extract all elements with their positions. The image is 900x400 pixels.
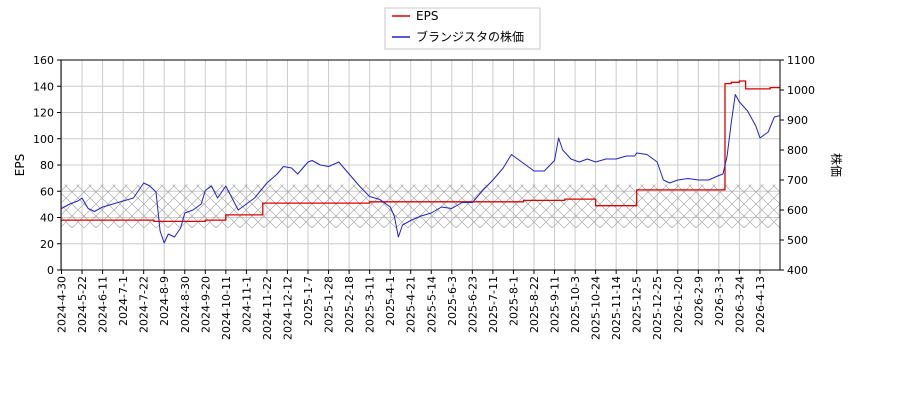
x-tick-label-34: 2026-4-13 <box>754 276 767 333</box>
right-tick-label-5: 900 <box>787 114 808 127</box>
x-tick-label-33: 2026-3-24 <box>733 276 746 333</box>
x-tick-label-27: 2025-11-14 <box>610 276 623 340</box>
x-tick-label-14: 2025-2-18 <box>343 276 356 333</box>
x-tick-label-18: 2025-5-14 <box>425 276 438 333</box>
x-tick-label-5: 2024-8-9 <box>158 276 171 326</box>
right-tick-label-2: 600 <box>787 204 808 217</box>
left-tick-label-4: 80 <box>40 159 54 172</box>
right-tick-label-1: 500 <box>787 234 808 247</box>
x-tick-label-8: 2024-10-11 <box>220 276 233 340</box>
x-tick-label-10: 2024-11-22 <box>261 276 274 340</box>
x-tick-label-3: 2024-7-1 <box>117 276 130 326</box>
x-tick-label-29: 2025-12-25 <box>651 276 664 340</box>
x-tick-label-22: 2025-8-1 <box>507 276 520 326</box>
right-tick-label-0: 400 <box>787 264 808 277</box>
right-tick-label-3: 700 <box>787 174 808 187</box>
x-tick-label-28: 2025-12-5 <box>631 276 644 333</box>
legend-box <box>384 7 541 50</box>
x-tick-label-32: 2026-3-3 <box>713 276 726 326</box>
series-line-1 <box>61 94 780 244</box>
x-tick-label-7: 2024-9-20 <box>199 276 212 333</box>
left-tick-label-7: 140 <box>33 80 54 93</box>
x-tick-label-2: 2024-6-11 <box>97 276 110 333</box>
left-tick-label-8: 160 <box>33 54 54 67</box>
x-tick-label-21: 2025-7-11 <box>487 276 500 333</box>
right-tick-label-4: 800 <box>787 144 808 157</box>
left-axis-ticks: 0 20 40 60 80 100 120 140 160 <box>33 54 61 277</box>
legend-label-price: ブランジスタの株価 <box>416 29 524 44</box>
x-tick-label-24: 2025-9-11 <box>549 276 562 333</box>
x-tick-label-4: 2024-7-22 <box>138 276 151 333</box>
x-tick-label-16: 2025-4-1 <box>384 276 397 326</box>
legend-label-eps: EPS <box>416 9 438 23</box>
x-tick-label-11: 2024-12-12 <box>282 276 295 340</box>
left-tick-label-0: 0 <box>47 264 54 277</box>
x-tick-label-9: 2024-11-1 <box>240 276 253 333</box>
legend: EPS ブランジスタの株価 <box>384 7 541 50</box>
series-line-0 <box>61 80 780 223</box>
right-tick-label-6: 1000 <box>787 84 815 97</box>
x-tick-label-25: 2025-10-3 <box>569 276 582 333</box>
left-tick-label-6: 120 <box>33 107 54 120</box>
x-tick-label-13: 2025-1-28 <box>323 276 336 333</box>
x-tick-label-15: 2025-3-11 <box>364 276 377 333</box>
x-tick-label-12: 2025-1-7 <box>302 276 315 326</box>
x-tick-label-26: 2025-10-24 <box>590 276 603 340</box>
series-layer <box>61 80 780 244</box>
right-axis-label: 株価 <box>829 153 844 177</box>
left-tick-label-1: 20 <box>40 238 54 251</box>
x-tick-label-30: 2026-1-20 <box>672 276 685 333</box>
x-tick-label-20: 2025-6-23 <box>466 276 479 333</box>
right-axis-ticks: 400 500 600 700 800 900 1000 1100 <box>780 54 815 277</box>
left-tick-label-5: 100 <box>33 133 54 146</box>
x-tick-label-31: 2026-2-9 <box>692 276 705 326</box>
x-tick-label-6: 2024-8-30 <box>179 276 192 333</box>
x-tick-label-17: 2025-4-21 <box>405 276 418 333</box>
right-tick-label-7: 1100 <box>787 54 815 67</box>
left-tick-label-3: 60 <box>40 185 54 198</box>
x-tick-label-0: 2024-4-30 <box>56 276 69 333</box>
x-tick-label-1: 2024-5-22 <box>76 276 89 333</box>
x-tick-label-23: 2025-8-22 <box>528 276 541 333</box>
left-tick-label-2: 40 <box>40 212 54 225</box>
x-tick-label-19: 2025-6-3 <box>446 276 459 326</box>
x-axis-ticks: 2024-4-30 2024-5-22 2024-6-11 2024-7-1 2024-… <box>56 270 767 340</box>
left-axis-label: EPS <box>13 154 27 176</box>
